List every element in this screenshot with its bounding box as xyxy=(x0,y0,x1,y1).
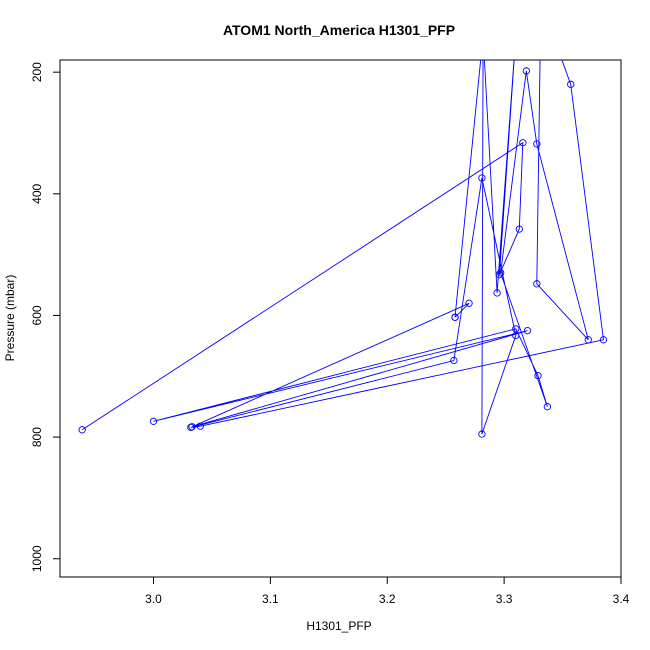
data-point xyxy=(534,372,542,380)
data-series xyxy=(78,32,608,438)
plot-frame xyxy=(59,59,622,578)
x-tick-label: 3.4 xyxy=(613,592,630,606)
data-point xyxy=(480,32,486,38)
x-axis: 3.0 3.1 3.2 3.3 3.4 xyxy=(145,576,630,606)
data-point xyxy=(515,225,523,233)
data-point xyxy=(513,32,519,38)
data-point xyxy=(533,140,541,148)
data-point xyxy=(451,313,459,321)
data-point xyxy=(478,174,486,182)
y-axis-label: Pressure (mbar) xyxy=(3,275,17,362)
x-tick-label: 3.0 xyxy=(145,592,162,606)
data-point xyxy=(513,32,519,38)
data-point xyxy=(495,271,504,279)
data-point xyxy=(533,280,541,288)
x-axis-label: H1301_PFP xyxy=(306,619,371,633)
x-tick-label: 3.2 xyxy=(379,592,396,606)
series-line xyxy=(81,60,604,435)
y-tick-label: 400 xyxy=(30,183,44,203)
data-point xyxy=(599,336,608,344)
data-point xyxy=(519,139,527,147)
data-point xyxy=(149,417,158,425)
data-point xyxy=(493,289,501,297)
data-point xyxy=(522,67,530,75)
y-tick-label: 600 xyxy=(30,305,44,325)
data-point xyxy=(78,426,86,434)
y-tick-label: 200 xyxy=(30,62,44,82)
chart-title: ATOM1 North_America H1301_PFP xyxy=(223,22,455,38)
data-point xyxy=(537,32,543,38)
data-point xyxy=(584,336,592,344)
data-point xyxy=(496,269,505,277)
data-point xyxy=(465,299,473,307)
data-point xyxy=(480,32,486,38)
data-point xyxy=(550,32,556,38)
data-point xyxy=(567,80,575,88)
data-point xyxy=(523,327,532,335)
data-point xyxy=(450,356,458,365)
y-tick-label: 1000 xyxy=(30,545,44,572)
y-tick-label: 800 xyxy=(30,427,44,447)
data-point xyxy=(188,423,196,431)
data-point xyxy=(512,325,520,333)
y-axis: 200 400 600 800 1000 xyxy=(30,62,61,572)
data-point xyxy=(478,430,486,438)
x-tick-label: 3.3 xyxy=(496,592,513,606)
data-point xyxy=(543,403,552,411)
data-point xyxy=(196,422,204,430)
x-tick-label: 3.1 xyxy=(262,592,279,606)
